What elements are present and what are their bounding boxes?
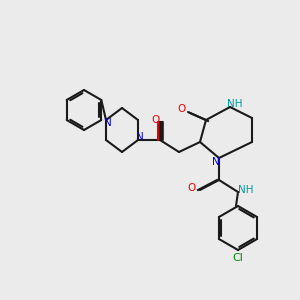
Text: Cl: Cl bbox=[232, 253, 243, 263]
Text: N: N bbox=[212, 157, 220, 167]
Text: O: O bbox=[151, 115, 159, 125]
Text: NH: NH bbox=[227, 99, 243, 109]
Text: NH: NH bbox=[238, 185, 254, 195]
Text: N: N bbox=[136, 132, 144, 142]
Text: N: N bbox=[104, 118, 112, 128]
Text: O: O bbox=[177, 104, 185, 114]
Text: O: O bbox=[188, 183, 196, 193]
